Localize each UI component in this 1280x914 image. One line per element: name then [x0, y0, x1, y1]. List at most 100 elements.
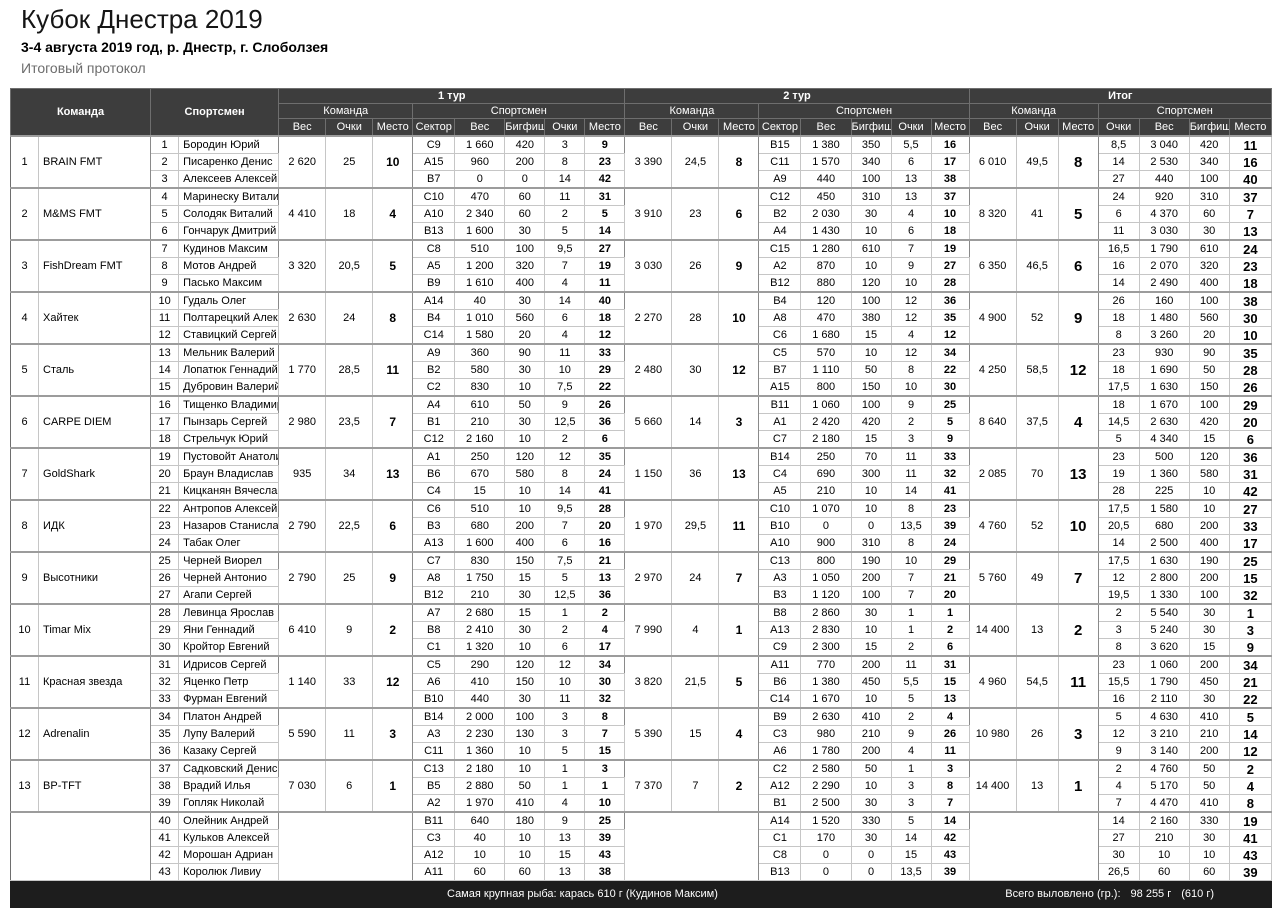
athlete-t1-sector: A10: [412, 205, 456, 223]
athlete-t2-bigfish: 0: [850, 846, 892, 864]
empty-team-total-cell: [968, 811, 1099, 881]
athlete-t1-place: 5: [584, 205, 626, 223]
athlete-t2-place: 43: [930, 846, 970, 864]
footer-bar: Самая крупная рыба: карась 610 г (Кудино…: [10, 881, 1272, 908]
athlete-total-bigfish: 30: [1188, 690, 1230, 709]
athlete-t2-sector: B13: [758, 863, 802, 881]
athlete-name: Гудаль Олег: [178, 291, 280, 310]
athlete-total-points: 20,5: [1097, 517, 1140, 535]
athlete-name: Стрельчук Юрий: [178, 430, 280, 449]
athlete-total-place: 14: [1228, 725, 1273, 743]
athlete-t2-bigfish: 120: [850, 274, 892, 293]
athlete-t1-points: 7,5: [544, 551, 586, 570]
team-t1-place: 11: [372, 343, 414, 397]
athlete-t1-weight: 410: [454, 673, 506, 691]
athlete-total-points: 18: [1097, 309, 1140, 327]
athlete-number: 15: [150, 378, 180, 397]
athlete-t2-place: 4: [930, 707, 970, 726]
athlete-t2-points: 2: [890, 707, 932, 726]
athlete-t2-sector: C11: [758, 153, 802, 171]
col-t2-weight: Вес: [800, 118, 852, 137]
athlete-t1-points: 4: [544, 326, 586, 345]
athlete-number: 32: [150, 673, 180, 691]
team-t2-weight: 7 370: [624, 759, 673, 813]
athlete-t2-points: 8: [890, 499, 932, 518]
athlete-t1-bigfish: 10: [504, 846, 546, 864]
col-t2-sector: Сектор: [758, 118, 802, 137]
athlete-t2-place: 18: [930, 222, 970, 241]
athlete-t1-weight: 60: [454, 863, 506, 881]
athlete-t2-bigfish: 30: [850, 205, 892, 223]
athlete-total-bigfish: 150: [1188, 378, 1230, 397]
athlete-t1-points: 9,5: [544, 239, 586, 258]
team-t1-weight: 5 590: [278, 707, 327, 761]
team-number: 12: [9, 707, 40, 761]
athlete-t1-place: 36: [584, 413, 626, 431]
team-tot-points: 49,5: [1015, 135, 1059, 189]
athlete-t1-bigfish: 120: [504, 447, 546, 466]
athlete-t1-bigfish: 60: [504, 187, 546, 206]
athlete-name: Маринеску Виталий: [178, 187, 280, 206]
athlete-total-points: 8,5: [1097, 135, 1140, 154]
team-number: 4: [9, 291, 40, 345]
team-t1-place: 1: [372, 759, 414, 813]
athlete-total-points: 3: [1097, 621, 1140, 639]
athlete-t2-sector: C5: [758, 343, 802, 362]
athlete-t2-sector: C15: [758, 239, 802, 258]
athlete-t1-points: 2: [544, 621, 586, 639]
athlete-t2-weight: 880: [800, 274, 852, 293]
team-tot-place: 4: [1057, 395, 1099, 449]
athlete-name: Агапи Сергей: [178, 586, 280, 605]
col-header-tour1: 1 тур: [278, 88, 626, 104]
athlete-number: 13: [150, 343, 180, 362]
athlete-total-points: 27: [1097, 829, 1140, 847]
col-header-tour2: 2 тур: [624, 88, 970, 104]
team-tot-place: 7: [1057, 551, 1099, 605]
athlete-t1-place: 9: [584, 135, 626, 154]
col-t2-team-weight: Вес: [624, 118, 673, 137]
athlete-t1-weight: 0: [454, 170, 506, 189]
col-t1-team-place: Место: [372, 118, 414, 137]
athlete-name: Алексеев Алексей: [178, 170, 280, 189]
athlete-total-points: 17,5: [1097, 499, 1140, 518]
athlete-t1-sector: B12: [412, 586, 456, 605]
athlete-t2-weight: 1 780: [800, 742, 852, 761]
athlete-name: Ставицкий Сергей: [178, 326, 280, 345]
athlete-total-points: 18: [1097, 361, 1140, 379]
athlete-total-weight: 3 210: [1138, 725, 1190, 743]
athlete-t1-place: 30: [584, 673, 626, 691]
athlete-t2-place: 1: [930, 603, 970, 622]
team-tot-place: 9: [1057, 291, 1099, 345]
team-t1-points: 28,5: [325, 343, 374, 397]
athlete-t1-sector: B7: [412, 170, 456, 189]
athlete-t1-bigfish: 10: [504, 482, 546, 501]
col-header-athlete: Спортсмен: [150, 88, 280, 137]
athlete-t2-points: 7: [890, 569, 932, 587]
athlete-row: 3 FishDream FMT 7 Кудинов Максим 3 320 20,5 5 C…: [9, 239, 1273, 293]
athlete-t2-place: 25: [930, 395, 970, 414]
team-t2-points: 15: [671, 707, 720, 761]
athlete-t1-points: 3: [544, 707, 586, 726]
athlete-total-bigfish: 420: [1188, 413, 1230, 431]
athlete-t1-weight: 830: [454, 378, 506, 397]
athlete-total-bigfish: 50: [1188, 777, 1230, 795]
athlete-number: 35: [150, 725, 180, 743]
athlete-t1-sector: A11: [412, 863, 456, 881]
team-number: 11: [9, 655, 40, 709]
athlete-name: Браун Владислав: [178, 465, 280, 483]
athlete-row: 38 Врадий Илья B5 2 880 50 1 1 A12 2 290 10 3 8 4 5 1…: [11, 777, 1273, 795]
athlete-t2-sector: C9: [758, 638, 802, 657]
athlete-t1-place: 4: [584, 621, 626, 639]
athlete-total-place: 2: [1228, 759, 1273, 778]
athlete-total-place: 24: [1228, 239, 1273, 258]
athlete-total-weight: 1 630: [1138, 551, 1190, 570]
team-tot-place: 3: [1057, 707, 1099, 761]
athlete-t2-place: 27: [930, 257, 970, 275]
team-t2-weight: 1 970: [624, 499, 673, 553]
athlete-total-place: 34: [1228, 655, 1273, 674]
athlete-t2-points: 12: [890, 343, 932, 362]
athlete-t2-sector: B2: [758, 205, 802, 223]
athlete-t2-place: 9: [930, 430, 970, 449]
athlete-number: 38: [150, 777, 180, 795]
athlete-t2-bigfish: 10: [850, 777, 892, 795]
